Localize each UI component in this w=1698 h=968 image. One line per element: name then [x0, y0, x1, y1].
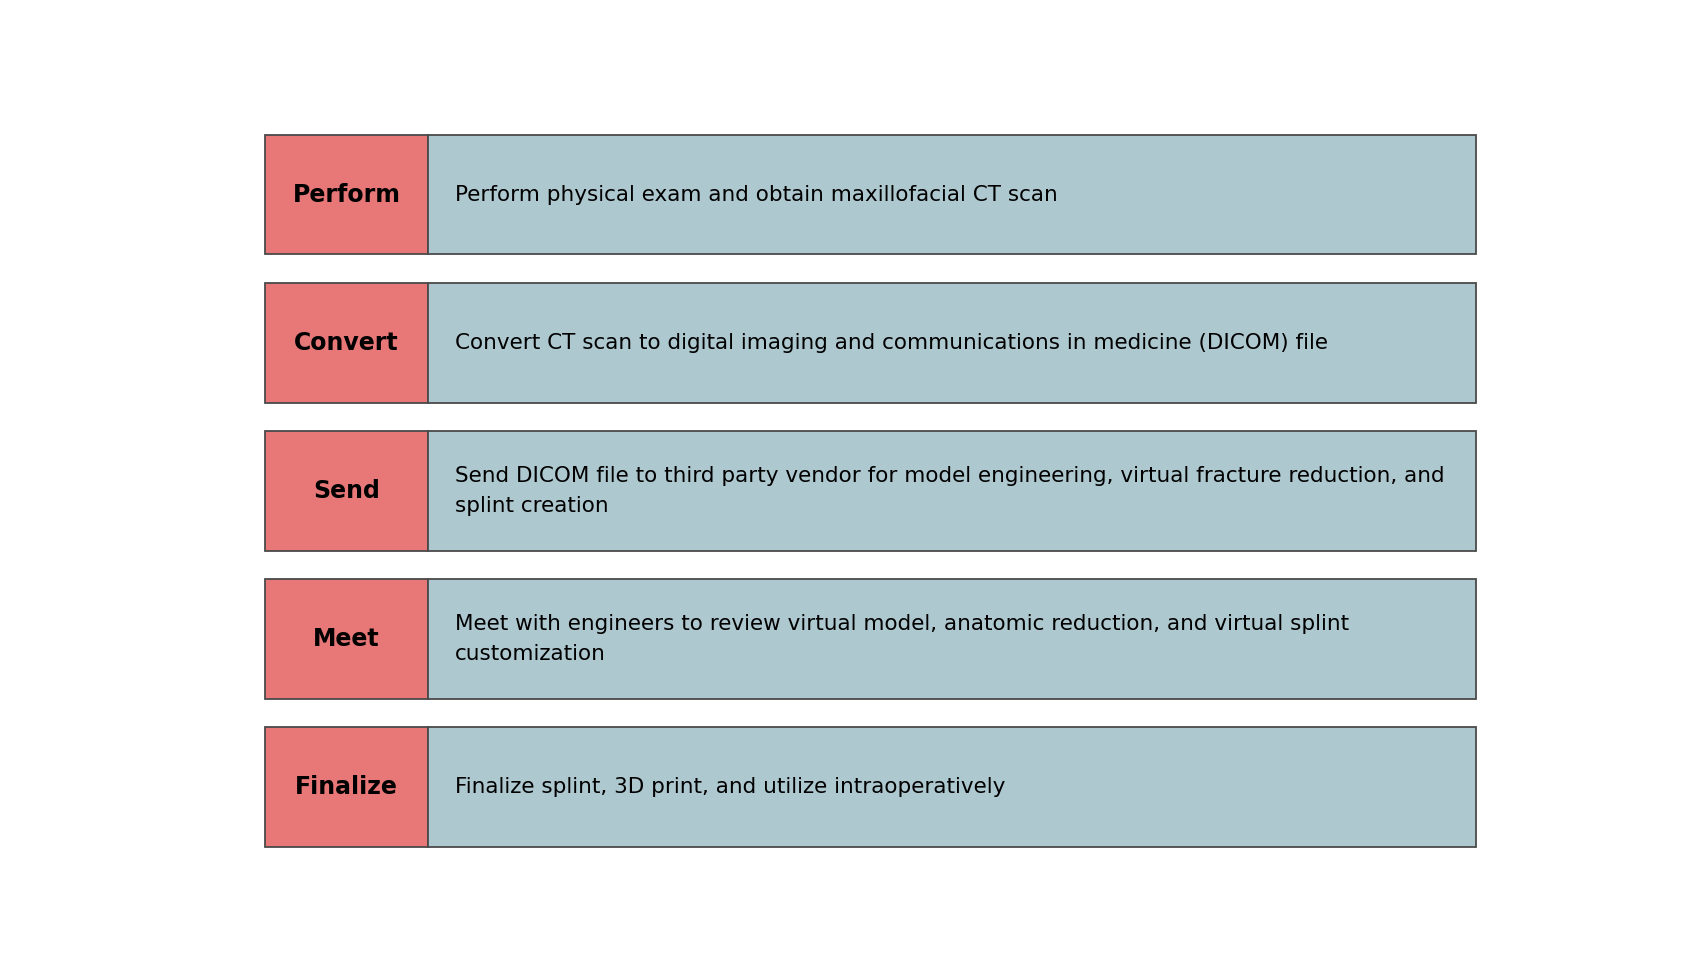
- FancyBboxPatch shape: [428, 727, 1476, 847]
- FancyBboxPatch shape: [428, 283, 1476, 403]
- FancyBboxPatch shape: [265, 727, 428, 847]
- Text: Perform physical exam and obtain maxillofacial CT scan: Perform physical exam and obtain maxillo…: [455, 185, 1058, 204]
- FancyBboxPatch shape: [265, 283, 428, 403]
- Text: Finalize splint, 3D print, and utilize intraoperatively: Finalize splint, 3D print, and utilize i…: [455, 776, 1005, 797]
- Text: Send: Send: [312, 479, 380, 502]
- Text: Finalize: Finalize: [295, 774, 397, 799]
- Text: Perform: Perform: [292, 183, 401, 206]
- Text: Meet: Meet: [314, 626, 380, 650]
- FancyBboxPatch shape: [265, 579, 428, 699]
- FancyBboxPatch shape: [428, 579, 1476, 699]
- Text: Convert: Convert: [294, 331, 399, 354]
- FancyBboxPatch shape: [265, 135, 428, 255]
- FancyBboxPatch shape: [428, 135, 1476, 255]
- FancyBboxPatch shape: [265, 431, 428, 551]
- Text: Send DICOM file to third party vendor for model engineering, virtual fracture re: Send DICOM file to third party vendor fo…: [455, 466, 1445, 516]
- Text: Meet with engineers to review virtual model, anatomic reduction, and virtual spl: Meet with engineers to review virtual mo…: [455, 614, 1348, 663]
- FancyBboxPatch shape: [428, 431, 1476, 551]
- Text: Convert CT scan to digital imaging and communications in medicine (DICOM) file: Convert CT scan to digital imaging and c…: [455, 333, 1328, 352]
